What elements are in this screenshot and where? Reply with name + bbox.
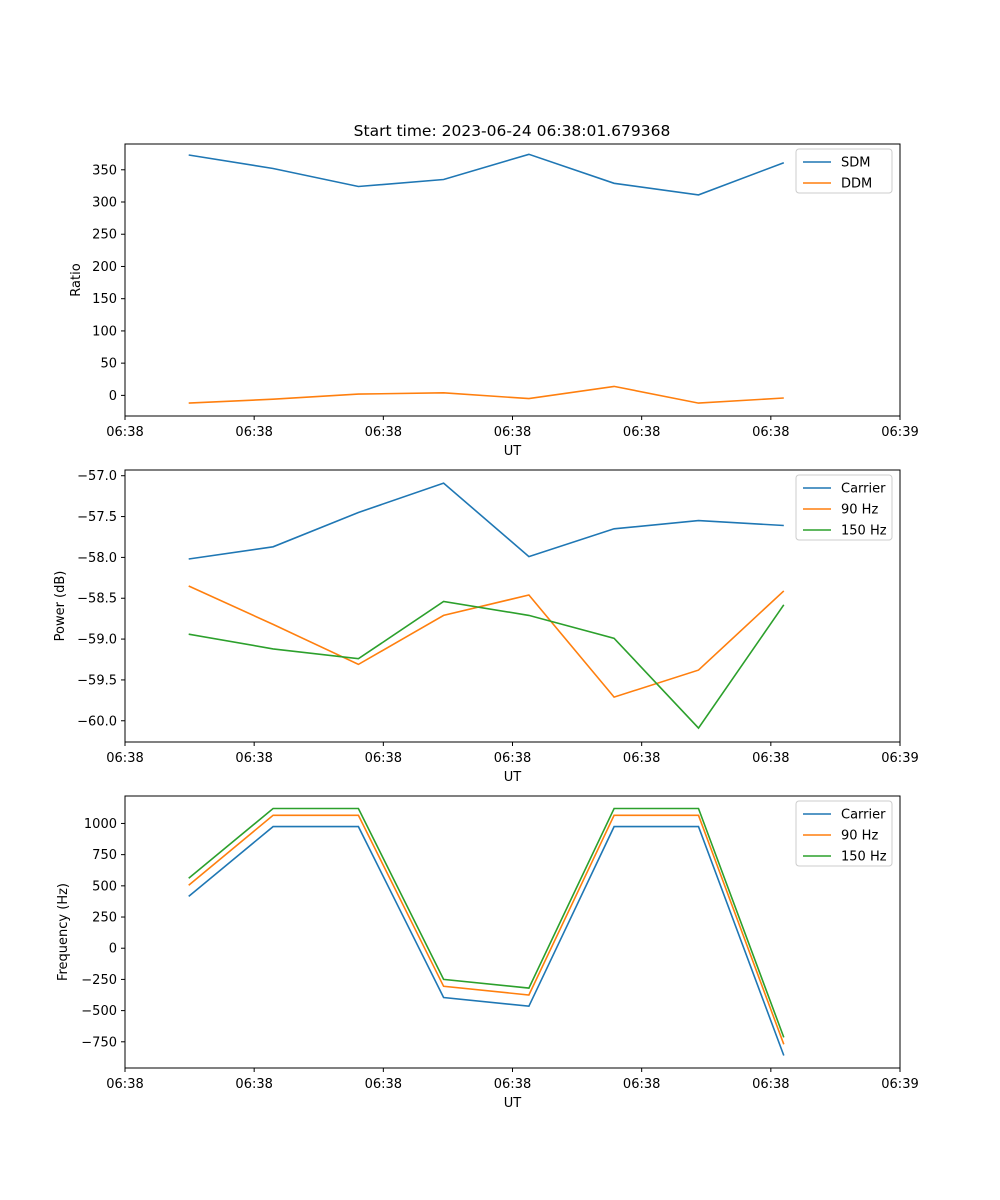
y-tick-label: −57.0 <box>77 469 117 484</box>
x-tick-label: 06:38 <box>752 751 789 766</box>
legend-label: Carrier <box>841 808 886 823</box>
y-axis-label: Ratio <box>69 263 84 296</box>
y-tick-label: 500 <box>92 879 117 894</box>
x-tick-label: 06:38 <box>623 751 660 766</box>
x-axis-label: UT <box>504 444 522 459</box>
y-tick-label: −750 <box>81 1035 117 1050</box>
legend: SDM DDM <box>795 148 893 194</box>
x-tick-label: 06:38 <box>623 1077 660 1092</box>
x-tick-label: 06:38 <box>106 1077 143 1092</box>
y-axis-label: Frequency (Hz) <box>56 883 71 981</box>
x-tick-label: 06:38 <box>623 425 660 440</box>
x-axis-label: UT <box>504 1096 522 1111</box>
y-tick-label: 1000 <box>84 817 117 832</box>
x-tick-label: 06:38 <box>752 1077 789 1092</box>
series-line-150-hz <box>188 807 785 1038</box>
ratio-panel: 06:38 06:38 06:38 06:38 06:38 06:38 06:39 0 50 10… <box>69 143 919 459</box>
legend-label: 90 Hz <box>841 829 878 844</box>
y-tick-label: 0 <box>109 942 117 957</box>
y-tick-label: −57.5 <box>77 510 117 525</box>
y-tick-label: −60.0 <box>77 714 117 729</box>
x-tick-label: 06:38 <box>235 1077 272 1092</box>
x-axis-label: UT <box>504 770 522 785</box>
x-tick-label: 06:38 <box>235 425 272 440</box>
power-panel: 06:38 06:38 06:38 06:38 06:38 06:38 06:39 −60.0… <box>53 469 919 785</box>
series-line-carrier <box>188 825 785 1056</box>
y-tick-label: 300 <box>92 196 117 211</box>
legend-frame <box>795 474 893 541</box>
legend-label: 150 Hz <box>841 850 887 865</box>
y-tick-label: −59.0 <box>77 633 117 648</box>
y-tick-label: −59.5 <box>77 673 117 688</box>
y-tick-label: 750 <box>92 848 117 863</box>
series-line-carrier <box>188 482 784 560</box>
y-tick-label: 250 <box>92 228 117 243</box>
frequency-panel: 06:38 06:38 06:38 06:38 06:38 06:38 06:39 −750 −… <box>56 795 919 1111</box>
x-tick-label: 06:38 <box>494 1077 531 1092</box>
x-tick-label: 06:38 <box>106 751 143 766</box>
legend-label: 90 Hz <box>841 503 878 518</box>
series-line-ddm <box>188 385 784 404</box>
series-line-90-hz <box>188 585 785 699</box>
y-tick-label: 200 <box>92 260 117 275</box>
y-tick-label: 50 <box>100 357 117 372</box>
legend: Carrier 90 Hz 150 Hz <box>795 474 893 541</box>
y-tick-label: 100 <box>92 324 117 339</box>
x-tick-label: 06:39 <box>881 751 918 766</box>
x-tick-label: 06:38 <box>752 425 789 440</box>
x-tick-label: 06:38 <box>494 425 531 440</box>
series-line-150-hz <box>188 600 785 730</box>
x-tick-label: 06:38 <box>235 751 272 766</box>
x-tick-label: 06:38 <box>365 751 402 766</box>
legend-frame <box>795 800 893 867</box>
legend-label: Carrier <box>841 482 886 497</box>
legend-frame <box>795 148 893 194</box>
y-tick-label: −58.0 <box>77 551 117 566</box>
x-tick-label: 06:38 <box>365 1077 402 1092</box>
x-tick-label: 06:38 <box>365 425 402 440</box>
x-tick-label: 06:38 <box>494 751 531 766</box>
y-tick-label: 150 <box>92 292 117 307</box>
x-tick-label: 06:39 <box>881 1077 918 1092</box>
legend-label: SDM <box>841 156 870 171</box>
y-axis-label: Power (dB) <box>53 571 68 642</box>
y-tick-label: −58.5 <box>77 592 117 607</box>
legend: Carrier 90 Hz 150 Hz <box>795 800 893 867</box>
series-line-sdm <box>188 153 785 196</box>
y-tick-label: 250 <box>92 911 117 926</box>
x-tick-label: 06:38 <box>106 425 143 440</box>
y-tick-label: 350 <box>92 163 117 178</box>
y-tick-label: −500 <box>81 1004 117 1019</box>
y-tick-label: 0 <box>109 389 117 404</box>
y-tick-label: −250 <box>81 973 117 988</box>
x-tick-label: 06:39 <box>881 425 918 440</box>
series-line-90-hz <box>188 814 785 1045</box>
legend-label: 150 Hz <box>841 524 887 539</box>
legend-label: DDM <box>841 177 872 192</box>
figure-title: Start time: 2023-06-24 06:38:01.679368 <box>354 122 671 140</box>
